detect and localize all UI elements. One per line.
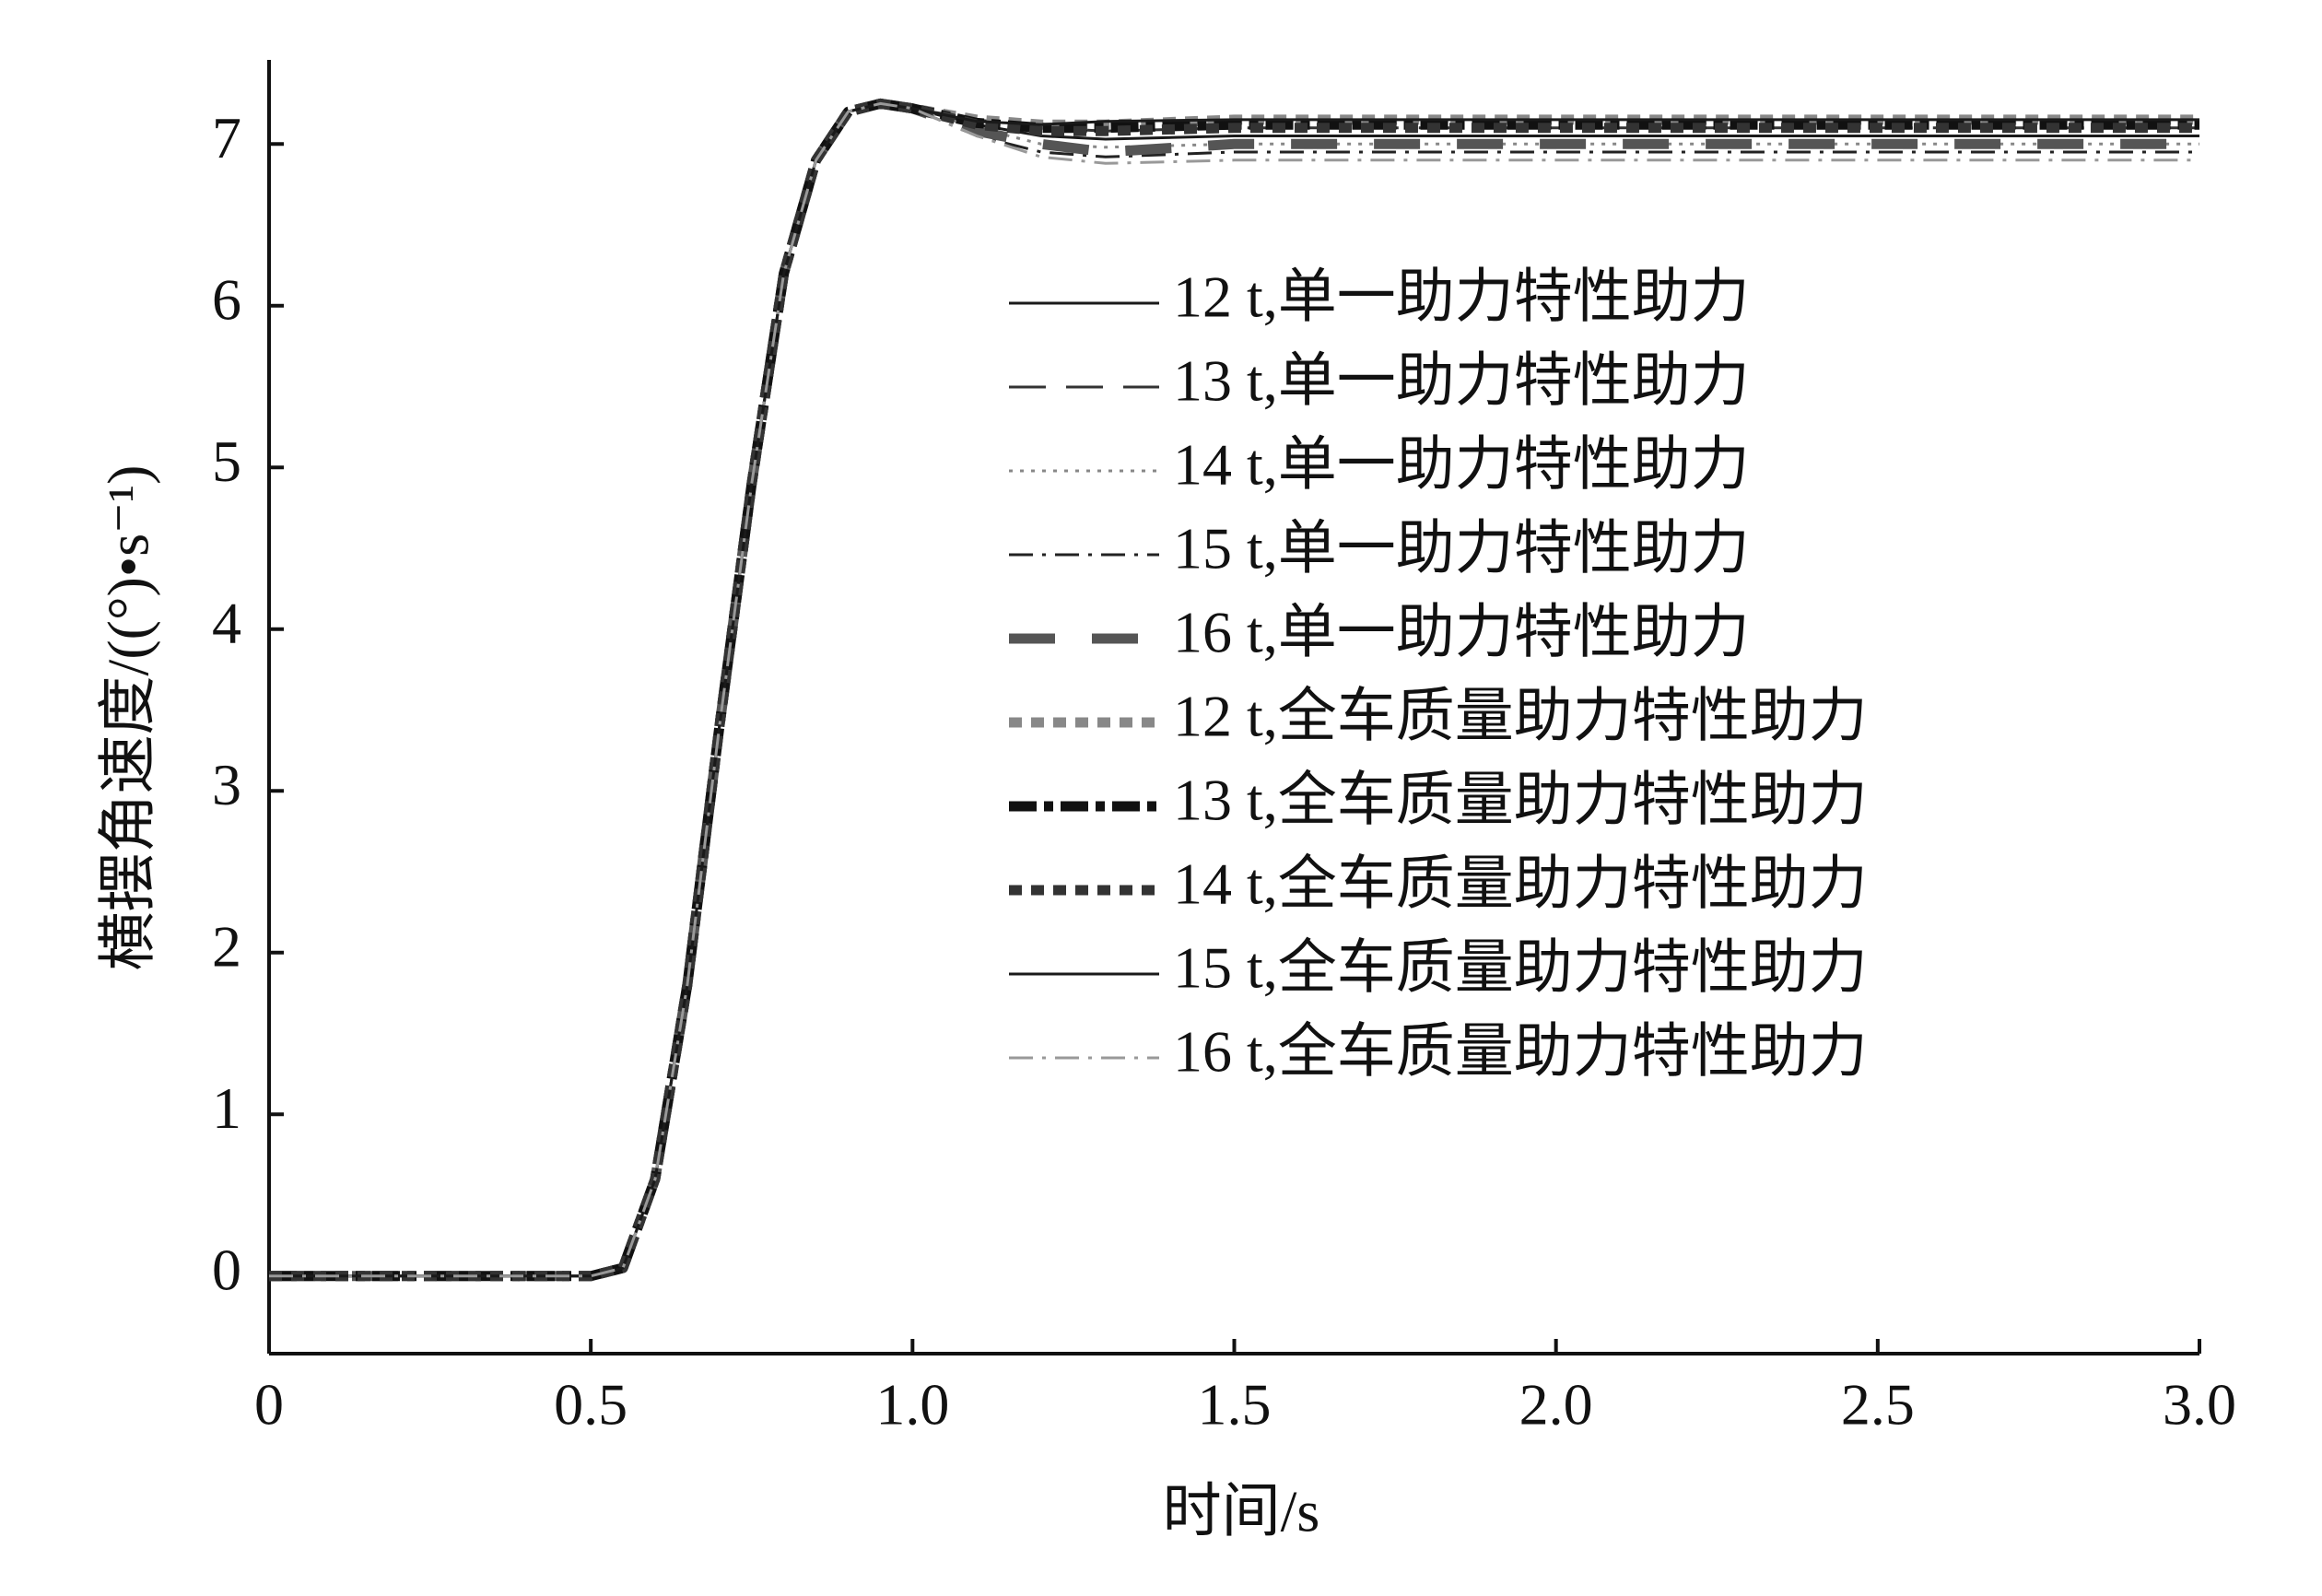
y-tick-label: 7: [212, 105, 241, 170]
x-tick-label: 3.0: [2163, 1372, 2236, 1438]
y-tick-label: 2: [212, 913, 241, 979]
x-tick-label: 1.0: [875, 1372, 949, 1438]
y-axis-label: 横摆角速度/((°)•s⁻¹): [96, 465, 161, 971]
legend-label: 14 t,全车质量助力特性助力: [1173, 851, 1868, 917]
series-line: [269, 101, 2199, 1278]
legend-label: 15 t,单一助力特性助力: [1173, 516, 1750, 581]
x-tick-label: 0: [254, 1372, 284, 1438]
legend-label: 12 t,全车质量助力特性助力: [1173, 684, 1868, 749]
y-tick-label: 1: [212, 1075, 241, 1141]
legend-label: 14 t,单一助力特性助力: [1173, 432, 1750, 498]
legend-label: 12 t,单一助力特性助力: [1173, 264, 1750, 330]
legend-label: 16 t,全车质量助力特性助力: [1173, 1019, 1868, 1085]
y-tick-label: 3: [212, 752, 241, 817]
legend-label: 13 t,全车质量助力特性助力: [1173, 768, 1868, 833]
y-tick-label: 6: [212, 266, 241, 332]
x-tick-label: 1.5: [1198, 1372, 1272, 1438]
y-tick-label: 5: [212, 428, 241, 494]
x-tick-label: 0.5: [554, 1372, 627, 1438]
x-axis-label: 时间/s: [1163, 1479, 1320, 1544]
x-tick-label: 2.0: [1519, 1372, 1593, 1438]
legend-label: 15 t,全车质量助力特性助力: [1173, 935, 1868, 1001]
legend-label: 16 t,单一助力特性助力: [1173, 600, 1750, 665]
y-tick-label: 4: [212, 590, 241, 655]
legend-label: 13 t,单一助力特性助力: [1173, 348, 1750, 414]
x-tick-label: 2.5: [1841, 1372, 1915, 1438]
y-tick-label: 0: [212, 1237, 241, 1302]
